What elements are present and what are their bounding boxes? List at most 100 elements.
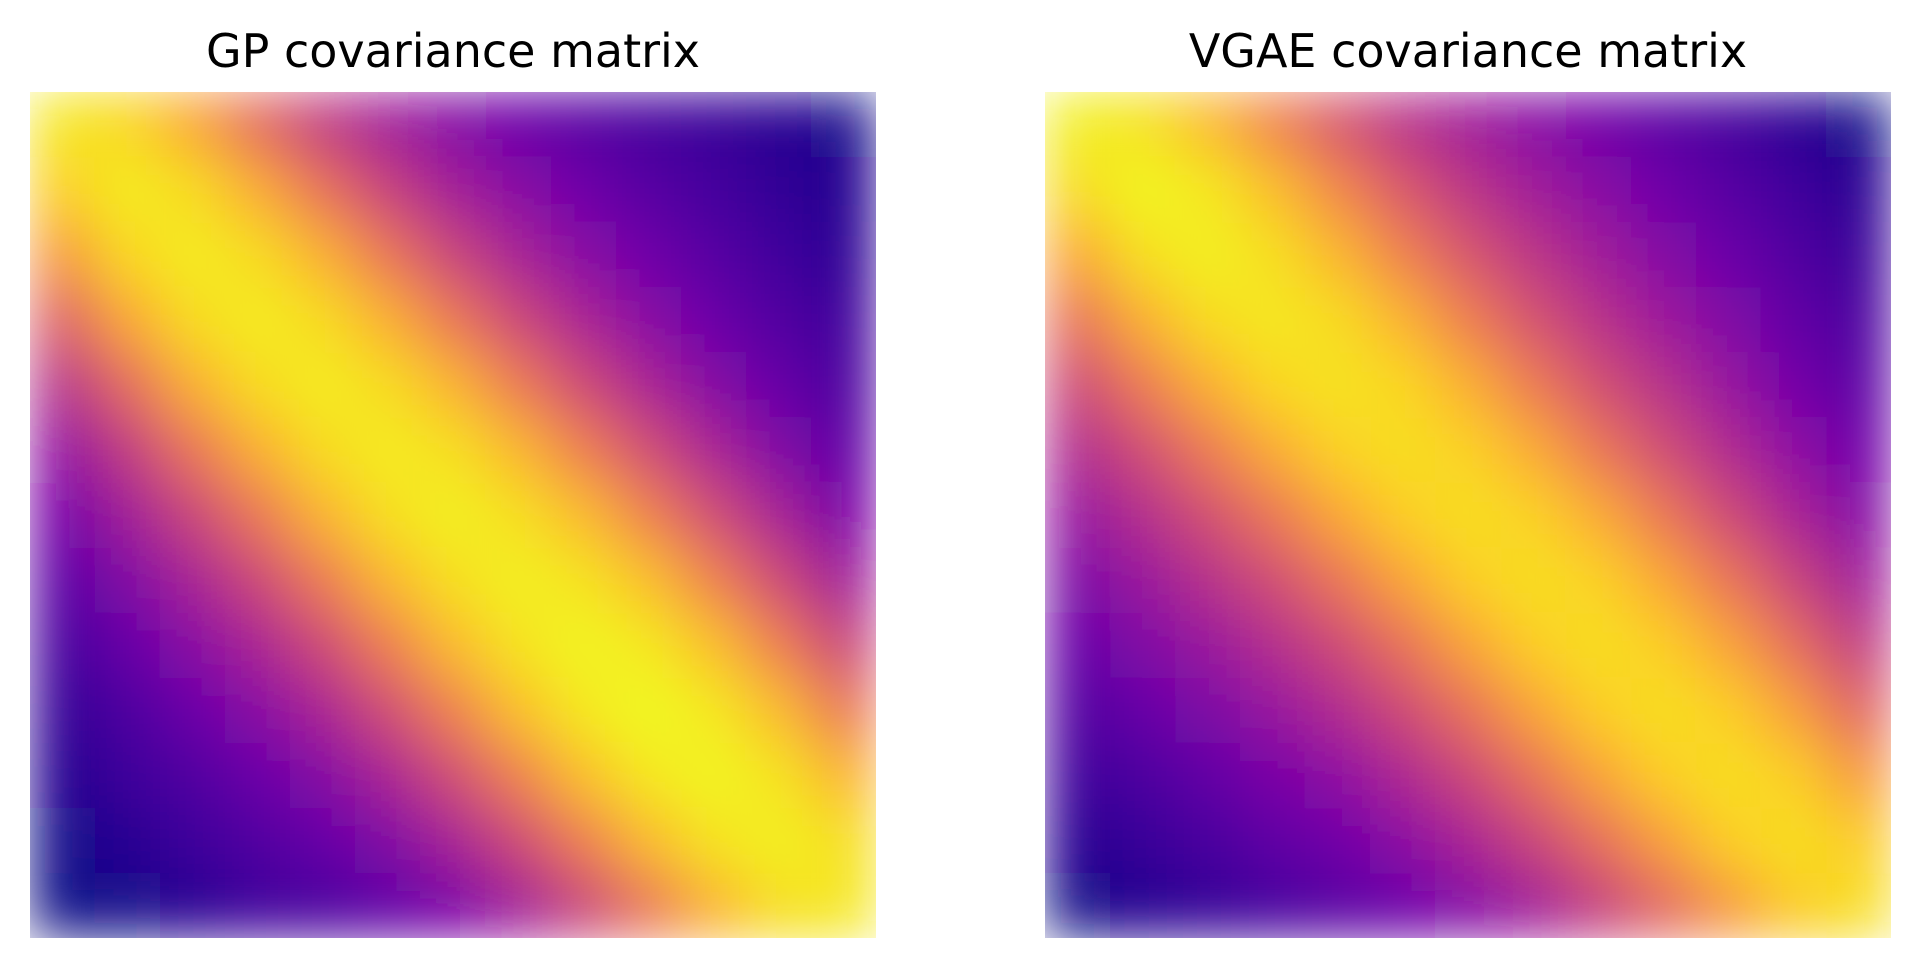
heatmap-cell (1825, 157, 1891, 224)
heatmap-cell (355, 742, 422, 809)
heatmap-cell (1825, 612, 1891, 679)
heatmap-cell (290, 872, 357, 938)
heatmap-cell (550, 157, 617, 224)
heatmap-cell (355, 352, 422, 419)
heatmap-cell (225, 92, 292, 159)
heatmap-cell (355, 807, 422, 874)
heatmap-cell (615, 222, 682, 289)
heatmap-cell (1435, 287, 1502, 354)
heatmap-cell (1175, 417, 1242, 484)
heatmap-cell (1110, 352, 1177, 419)
heatmap-cell (290, 742, 357, 809)
heatmap-cell (1240, 352, 1307, 419)
heatmap-cell (485, 547, 552, 614)
heatmap-cell (485, 287, 552, 354)
heatmap-cell (745, 417, 812, 484)
heatmap-cell (1695, 742, 1762, 809)
heatmap-cell (1045, 807, 1112, 874)
heatmap-cell (485, 417, 552, 484)
heatmap-cell (30, 417, 97, 484)
heatmap-cell (1500, 287, 1567, 354)
heatmap-cell (1760, 92, 1827, 159)
heatmap-cell (30, 612, 97, 679)
heatmap-cell (1435, 677, 1502, 744)
heatmap-cell (1760, 417, 1827, 484)
heatmap-cell (1630, 547, 1697, 614)
heatmap-cell (745, 612, 812, 679)
heatmap-cell (290, 482, 357, 549)
heatmap-cell (550, 677, 617, 744)
heatmap-cell (1240, 417, 1307, 484)
heatmap-cell (1045, 547, 1112, 614)
heatmap-cell (1110, 742, 1177, 809)
heatmap-cell (1370, 222, 1437, 289)
heatmap-cell (485, 352, 552, 419)
heatmap-cell (1110, 482, 1177, 549)
heatmap-cell (420, 677, 487, 744)
heatmap-cell (1435, 872, 1502, 938)
heatmap-cell (160, 287, 227, 354)
heatmap-cell (1045, 612, 1112, 679)
heatmap-cell (1435, 222, 1502, 289)
heatmap-cell (160, 677, 227, 744)
heatmap-cell (1435, 807, 1502, 874)
heatmap-cell (485, 157, 552, 224)
heatmap-cell (1110, 222, 1177, 289)
heatmap-cell (1500, 352, 1567, 419)
heatmap-cell (355, 222, 422, 289)
heatmap-cell (160, 807, 227, 874)
heatmap-cell (1760, 157, 1827, 224)
heatmap-cell (30, 807, 97, 874)
heatmap-cell (1695, 612, 1762, 679)
heatmap-cell (1760, 612, 1827, 679)
heatmap-cell (1435, 157, 1502, 224)
heatmap-cell (1045, 222, 1112, 289)
heatmap-cell (550, 872, 617, 938)
heatmap-cell (95, 287, 162, 354)
heatmap-cell (1695, 352, 1762, 419)
heatmap-cell (1695, 872, 1762, 938)
heatmap-cell (550, 352, 617, 419)
heatmap-cell (1630, 417, 1697, 484)
heatmap-cell (1695, 807, 1762, 874)
heatmap-cells (1045, 92, 1891, 938)
heatmap-cell (1370, 742, 1437, 809)
heatmap-cell (225, 547, 292, 614)
heatmap-cell (810, 677, 876, 744)
heatmap-cell (1500, 807, 1567, 874)
heatmap-cell (1760, 742, 1827, 809)
heatmap-cell (30, 157, 97, 224)
heatmap-cell (550, 417, 617, 484)
heatmap-cell (1630, 742, 1697, 809)
heatmap-cell (95, 417, 162, 484)
heatmap-cell (1500, 612, 1567, 679)
heatmap-cell (95, 612, 162, 679)
heatmap-cell (1825, 352, 1891, 419)
heatmap-cell (1435, 352, 1502, 419)
heatmap-cell (95, 807, 162, 874)
heatmap-cell (1110, 92, 1177, 159)
heatmap-cell (615, 547, 682, 614)
heatmap-cell (550, 222, 617, 289)
heatmap-cell (1565, 612, 1632, 679)
heatmap-cell (355, 547, 422, 614)
heatmap-cell (1305, 677, 1372, 744)
heatmap-cell (1435, 742, 1502, 809)
heatmap-cell (1760, 222, 1827, 289)
heatmap-cell (615, 872, 682, 938)
heatmap-cell (1110, 547, 1177, 614)
heatmap-cell (95, 677, 162, 744)
heatmap-cell (615, 287, 682, 354)
heatmap-cell (1825, 287, 1891, 354)
heatmap-cell (1305, 352, 1372, 419)
heatmap-cell (1305, 157, 1372, 224)
heatmap-cell (680, 677, 747, 744)
heatmap-cell (1045, 157, 1112, 224)
heatmap-cell (1305, 222, 1372, 289)
heatmap-cell (95, 872, 162, 938)
heatmap-cell (1175, 807, 1242, 874)
heatmap-cell (485, 612, 552, 679)
heatmap-cell (485, 482, 552, 549)
heatmap-cell (810, 287, 876, 354)
heatmap-cell (1240, 677, 1307, 744)
